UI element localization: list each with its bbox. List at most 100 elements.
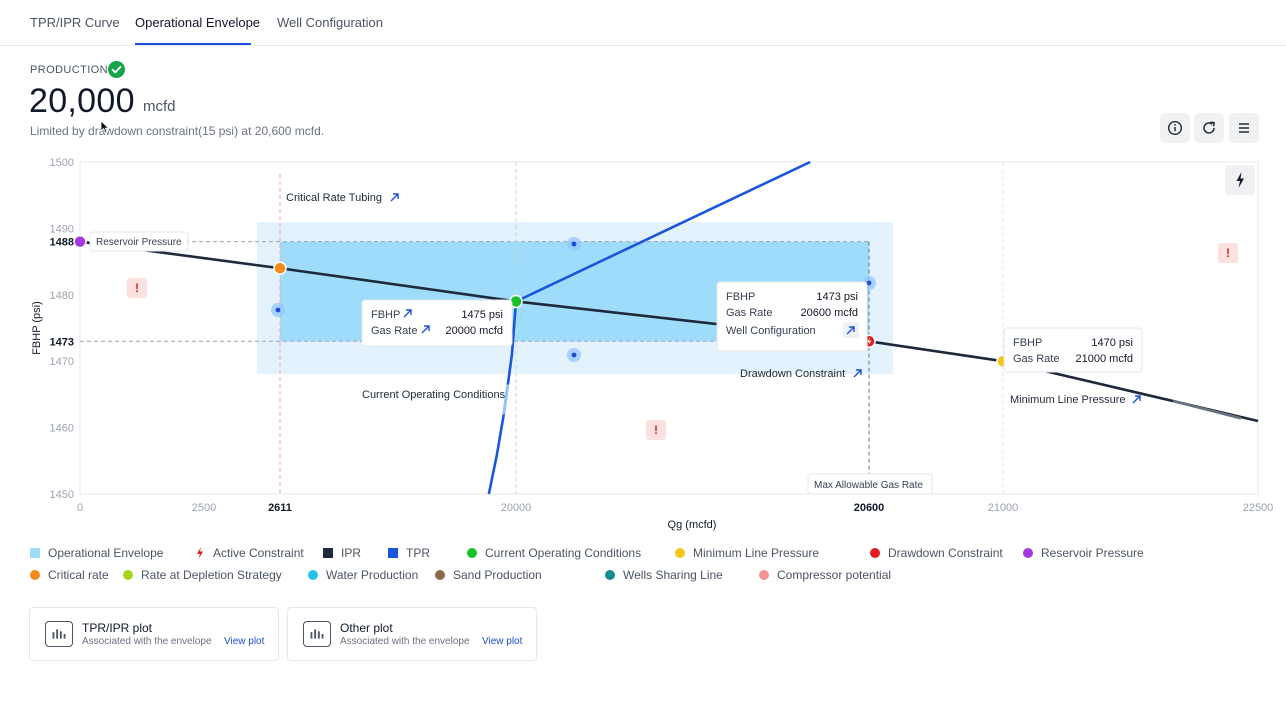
tooltip-gas-rate-label: Gas Rate [726, 307, 772, 319]
legend-swatch [467, 548, 477, 558]
x-tick-label: 0 [77, 502, 83, 514]
bolt-icon [197, 547, 203, 559]
tooltip-fbhp-label: FBHP [371, 309, 400, 321]
legend-label: Wells Sharing Line [623, 568, 723, 582]
bar-chart-icon [303, 621, 331, 647]
open-link-icon[interactable] [846, 326, 855, 335]
point-reservoir-pressure[interactable] [73, 234, 87, 249]
x-tick-label: 20600 [854, 502, 885, 514]
legend-label: IPR [341, 546, 362, 560]
warning-mark: ! [135, 281, 139, 295]
legend-swatch [759, 570, 769, 580]
max-allowable-gas-rate-label: Max Allowable Gas Rate [814, 480, 923, 491]
other-plot-card[interactable]: Other plot Associated with the envelope … [287, 607, 537, 661]
active-tab-indicator [135, 43, 251, 45]
card-subtitle: Associated with the envelope [340, 636, 470, 647]
y-tick-label: 1488 [50, 237, 74, 249]
legend-swatch [1023, 548, 1033, 558]
legend-label: Water Production [326, 568, 419, 582]
current-conditions-tooltip [361, 299, 513, 347]
tooltip-fbhp-value: 1473 psi [816, 291, 858, 303]
legend-label: Sand Production [453, 568, 542, 582]
tooltip-gas-rate-label: Gas Rate [371, 325, 417, 337]
view-plot-link[interactable]: View plot [224, 636, 265, 647]
flash-icon [1236, 172, 1244, 188]
tab-well-configuration[interactable]: Well Configuration [277, 15, 383, 30]
card-title: TPR/IPR plot [82, 621, 153, 635]
tab-tpr-ipr-curve[interactable]: TPR/IPR Curve [30, 15, 120, 30]
reservoir-pressure-label: Reservoir Pressure [96, 237, 182, 248]
x-tick-label: 21000 [988, 502, 1019, 514]
point-critical-rate[interactable] [273, 261, 287, 275]
tpr-curve-highlight [502, 384, 510, 415]
mouse-cursor-icon [100, 120, 110, 134]
y-tick-label: 1500 [50, 157, 74, 169]
x-tick-label: 22500 [1243, 502, 1274, 514]
legend-label: Reservoir Pressure [1041, 546, 1144, 560]
max-allowable-gas-rate-tag [807, 473, 933, 495]
legend-swatch [308, 570, 318, 580]
tooltip-gas-rate-label: Gas Rate [1013, 353, 1059, 365]
info-button[interactable] [1160, 113, 1190, 143]
envelope-handle-dot [571, 241, 577, 247]
legend-swatch [675, 548, 685, 558]
refresh-button[interactable] [1194, 113, 1224, 143]
legend-label: Current Operating Conditions [485, 546, 642, 560]
drawdown-constraint-label: Drawdown Constraint [740, 368, 845, 380]
legend-swatch [870, 548, 880, 558]
legend-swatch [123, 570, 133, 580]
envelope-handle-dot [866, 280, 872, 286]
tooltip-fbhp-label: FBHP [726, 291, 755, 303]
y-axis-label: FBHP (psi) [31, 301, 43, 355]
warning-mark: ! [654, 423, 658, 437]
info-icon [1167, 120, 1183, 136]
active-constraint-bolt-icon [867, 337, 872, 346]
view-plot-link[interactable]: View plot [482, 636, 523, 647]
open-link-icon[interactable] [421, 325, 430, 334]
warning-badge[interactable] [1218, 243, 1238, 263]
legend-swatch [435, 570, 445, 580]
menu-button[interactable] [1229, 113, 1259, 143]
tooltip-gas-rate-value: 20000 mcfd [446, 325, 503, 337]
open-link-icon[interactable] [403, 309, 412, 318]
x-tick-label: 2611 [268, 502, 292, 514]
tooltip-gas-rate-value: 21000 mcfd [1076, 353, 1133, 365]
tooltip-gas-rate-value: 20600 mcfd [801, 307, 858, 319]
legend-label: Operational Envelope [48, 546, 164, 560]
legend-label: Compressor potential [777, 568, 892, 582]
tab-bar: TPR/IPR Curve Operational Envelope Well … [0, 0, 1286, 46]
production-value: 20,000 [29, 82, 135, 120]
y-tick-label: 1450 [50, 489, 74, 501]
operational-envelope-chart: 1450 1460 1470 1473 1480 1488 1490 1500 0 2500 261… [31, 157, 1274, 531]
tooltip-fbhp-value: 1475 psi [461, 309, 503, 321]
minimum-line-pressure-label: Minimum Line Pressure [1010, 394, 1126, 406]
tooltip-well-configuration-link[interactable]: Well Configuration [726, 325, 816, 337]
minimum-line-tooltip [1003, 327, 1143, 373]
legend-label: Minimum Line Pressure [693, 546, 820, 560]
tpr-ipr-plot-card[interactable]: TPR/IPR plot Associated with the envelop… [29, 607, 279, 661]
tooltip-fbhp-value: 1470 psi [1091, 337, 1133, 349]
x-tick-label: 20000 [501, 502, 532, 514]
envelope-handle-dot [571, 352, 577, 358]
legend-label: Drawdown Constraint [888, 546, 1003, 560]
legend-swatch [30, 570, 40, 580]
open-link-icon[interactable] [1132, 395, 1141, 404]
warning-badge[interactable] [127, 278, 147, 298]
current-operating-conditions-label: Current Operating Conditions [362, 389, 506, 401]
drawdown-tooltip [716, 281, 868, 352]
envelope-handle-dot [275, 307, 281, 313]
open-link-icon[interactable] [390, 193, 399, 202]
legend-label: TPR [406, 546, 430, 560]
y-tick-label: 1480 [50, 290, 74, 302]
tab-operational-envelope[interactable]: Operational Envelope [135, 15, 261, 30]
card-subtitle: Associated with the envelope [82, 636, 212, 647]
bar-chart-icon [45, 621, 73, 647]
x-axis-label: Qg (mcfd) [668, 519, 717, 531]
refresh-icon [1203, 121, 1215, 134]
legend-label: Rate at Depletion Strategy [141, 568, 282, 582]
open-link-icon[interactable] [853, 369, 862, 378]
legend-swatch [323, 548, 333, 558]
tooltip-fbhp-label: FBHP [1013, 337, 1042, 349]
warning-badge[interactable] [646, 420, 666, 440]
production-limit-note: Limited by drawdown constraint(15 psi) a… [30, 124, 325, 138]
